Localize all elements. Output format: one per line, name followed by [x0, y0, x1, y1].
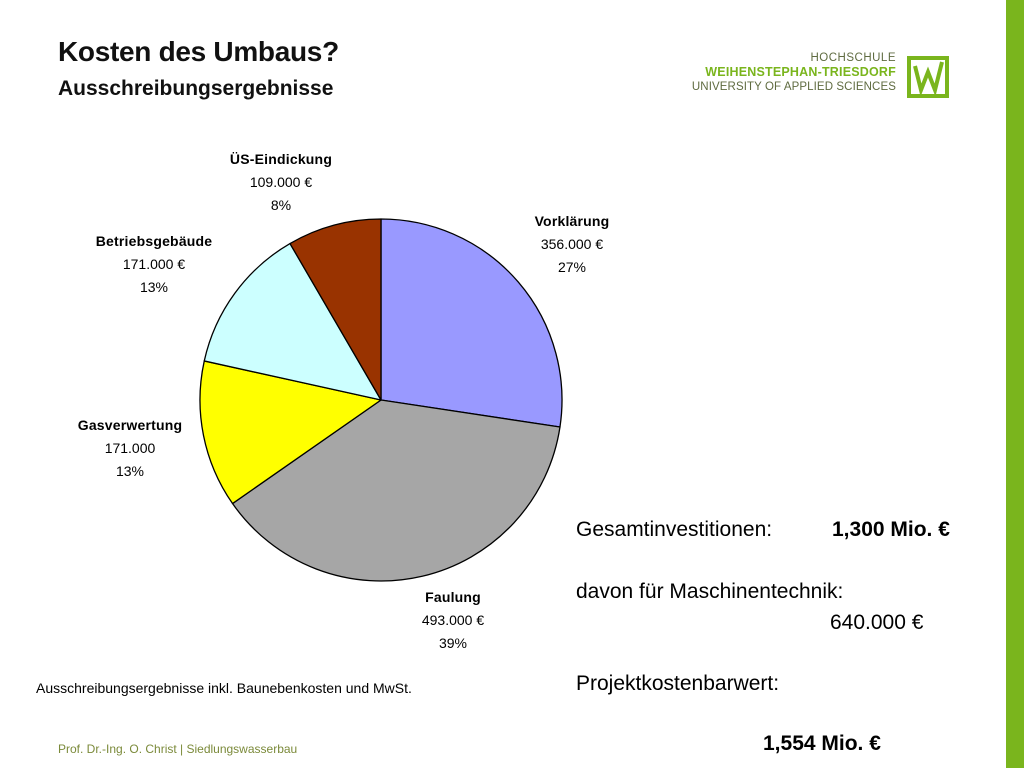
hswt-logo-icon — [907, 56, 949, 98]
total-investment-label: Gesamtinvestitionen: — [576, 518, 773, 541]
slice-label-faulung: Faulung 493.000 € 39% — [353, 586, 553, 655]
slide-title: Kosten des Umbaus? — [58, 36, 339, 67]
slice-name: Gasverwertung — [77, 417, 183, 433]
footer-author: Prof. Dr.-Ing. O. Christ | Siedlungswass… — [58, 742, 298, 756]
slice-percent: 39% — [438, 635, 468, 651]
slice-label-gasverwertung: Gasverwertung 171.000 13% — [30, 414, 230, 483]
present-value-value: 1,554 Mio. € — [763, 732, 881, 755]
slice-name: ÜS-Eindickung — [229, 151, 333, 167]
present-value-label: Projektkostenbarwert: — [576, 672, 780, 695]
logo-line-3: UNIVERSITY OF APPLIED SCIENCES — [691, 81, 896, 93]
chart-footnote: Ausschreibungsergebnisse inkl. Baunebenk… — [36, 680, 412, 696]
slice-value: 109.000 € — [249, 174, 313, 190]
university-logo-text: HOCHSCHULE WEIHENSTEPHAN-TRIESDORF UNIVE… — [684, 52, 896, 94]
logo-line-1: HOCHSCHULE — [810, 52, 896, 64]
slice-value: 356.000 € — [540, 236, 604, 252]
machine-tech-label: davon für Maschinentechnik: — [576, 580, 844, 603]
slice-percent: 8% — [270, 197, 292, 213]
slice-percent: 13% — [139, 279, 169, 295]
pie-slice-4 — [289, 218, 382, 401]
slice-percent: 27% — [557, 259, 587, 275]
accent-side-bar — [1006, 0, 1024, 768]
slice-label-vorklaerung: Vorklärung 356.000 € 27% — [472, 210, 672, 279]
total-investment-value: 1,300 Mio. € — [832, 518, 950, 541]
slice-label-ues-eindickung: ÜS-Eindickung 109.000 € 8% — [181, 148, 381, 217]
pie-slice-0 — [380, 218, 563, 428]
machine-tech-value: 640.000 € — [830, 611, 924, 634]
pie-slice-2 — [199, 360, 382, 505]
slice-percent: 13% — [115, 463, 145, 479]
logo-line-2: WEIHENSTEPHAN-TRIESDORF — [705, 65, 896, 79]
slide-subtitle: Ausschreibungsergebnisse — [58, 77, 334, 100]
pie-slice-1 — [231, 399, 561, 582]
slice-value: 171.000 — [104, 440, 156, 456]
slice-name: Vorklärung — [534, 213, 610, 229]
slice-value: 171.000 € — [122, 256, 186, 272]
slice-value: 493.000 € — [421, 612, 485, 628]
pie-slice-3 — [203, 242, 382, 401]
slice-name: Betriebsgebäude — [95, 233, 213, 249]
slice-label-betriebsgebaeude: Betriebsgebäude 171.000 € 13% — [54, 230, 254, 299]
slice-name: Faulung — [425, 589, 481, 605]
